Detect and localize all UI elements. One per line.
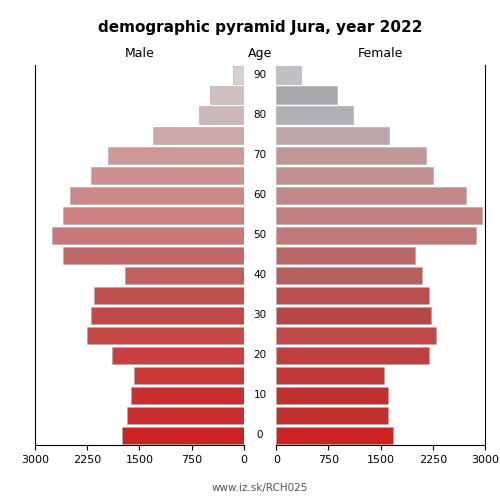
Bar	[276, 186, 466, 204]
Text: 60: 60	[254, 190, 266, 200]
Bar	[63, 246, 244, 264]
Bar	[276, 146, 426, 164]
Bar	[134, 366, 244, 384]
Text: 20: 20	[254, 350, 266, 360]
Bar	[63, 206, 244, 224]
Bar	[276, 106, 353, 124]
Bar	[276, 406, 388, 424]
Text: Age: Age	[248, 47, 272, 60]
Bar	[198, 106, 244, 124]
Text: 40: 40	[254, 270, 266, 280]
Bar	[276, 386, 388, 404]
Bar	[276, 246, 415, 264]
Bar	[87, 326, 244, 344]
Text: demographic pyramid Jura, year 2022: demographic pyramid Jura, year 2022	[98, 20, 422, 35]
Bar	[276, 86, 337, 104]
Text: 80: 80	[254, 110, 266, 120]
Bar	[276, 266, 422, 283]
Bar	[276, 226, 476, 244]
Bar	[276, 306, 430, 324]
Bar	[90, 306, 244, 324]
Text: Male: Male	[124, 47, 154, 60]
Bar	[276, 126, 389, 144]
Text: 90: 90	[254, 70, 266, 80]
Text: 0: 0	[257, 430, 263, 440]
Bar	[276, 66, 301, 84]
Text: 50: 50	[254, 230, 266, 240]
Bar	[276, 426, 393, 444]
Text: www.iz.sk/RCH025: www.iz.sk/RCH025	[212, 482, 308, 492]
Text: Female: Female	[358, 47, 404, 60]
Bar	[210, 86, 244, 104]
Bar	[154, 126, 244, 144]
Bar	[90, 166, 244, 184]
Bar	[276, 346, 430, 364]
Bar	[276, 206, 482, 224]
Text: 70: 70	[254, 150, 266, 160]
Bar	[94, 286, 244, 304]
Bar	[52, 226, 244, 244]
Text: 30: 30	[254, 310, 266, 320]
Bar	[131, 386, 244, 404]
Bar	[276, 326, 436, 344]
Text: 10: 10	[254, 390, 266, 400]
Bar	[276, 166, 433, 184]
Bar	[112, 346, 244, 364]
Bar	[126, 266, 244, 283]
Bar	[232, 66, 244, 84]
Bar	[122, 426, 244, 444]
Bar	[108, 146, 244, 164]
Bar	[70, 186, 244, 204]
Bar	[276, 366, 384, 384]
Bar	[276, 286, 430, 304]
Bar	[127, 406, 244, 424]
